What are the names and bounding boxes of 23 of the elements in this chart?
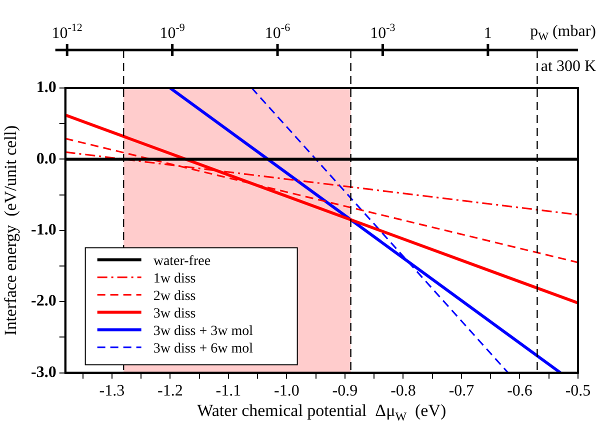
x2-tick-label: 1: [484, 25, 492, 42]
legend-label: water-free: [153, 254, 211, 269]
y-tick-label: -1.0: [31, 222, 56, 239]
x-tick-label: -0.6: [507, 382, 532, 400]
x-tick-label: -0.7: [448, 382, 474, 400]
y-tick-label: -2.0: [31, 292, 56, 310]
text: at 300 K: [540, 58, 596, 75]
y-tick-label: 0.0: [36, 150, 56, 168]
x-tick-label: -1.0: [274, 382, 300, 400]
x-tick-label: -0.5: [565, 382, 591, 400]
x-tick-label: -1.1: [216, 382, 242, 400]
x-tick-label: -1.3: [99, 382, 125, 400]
legend-label: 3w diss + 6w mol: [153, 341, 254, 356]
x-tick-label: -0.9: [332, 382, 358, 400]
y-axis-title: Interface energy (eV/unit cell): [1, 125, 20, 336]
y-tick-label: -3.0: [31, 364, 56, 381]
y-tick-label: 1.0: [36, 79, 56, 96]
legend-label: 2w diss: [153, 288, 196, 304]
legend-label: 3w diss: [153, 306, 196, 322]
x-tick-label: -0.8: [390, 382, 416, 400]
x-tick-label: -1.2: [158, 382, 183, 400]
legend-label: 3w diss + 3w mol: [153, 324, 254, 339]
legend-label: 1w diss: [153, 271, 196, 286]
